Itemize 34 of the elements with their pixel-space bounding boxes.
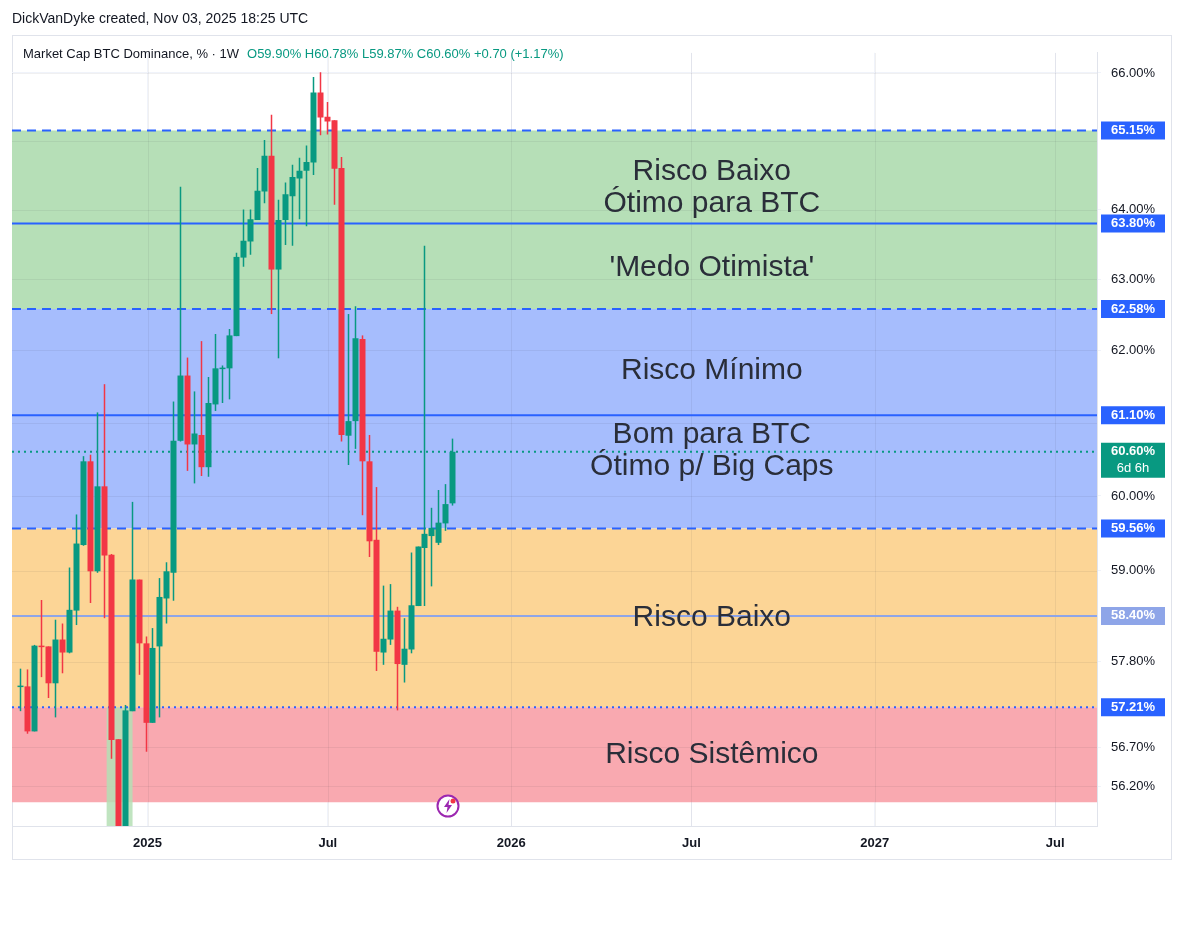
- y-tick-label: 63.00%: [1111, 270, 1156, 286]
- text: 6d 6h: [1116, 460, 1150, 476]
- y-tick-label: 56.70%: [1111, 738, 1156, 754]
- ref-line-label: 59.56%: [1110, 520, 1156, 536]
- x-tick-label: Jul: [682, 835, 701, 851]
- ref-line-label: 61.10%: [1110, 406, 1156, 422]
- ref-line-label: 62.58%: [1110, 300, 1156, 316]
- y-tick-label: 62.00%: [1111, 341, 1156, 357]
- y-tick-label: 60.00%: [1111, 487, 1156, 503]
- x-tick-label: 2027: [860, 835, 890, 851]
- y-tick-label: 57.80%: [1111, 653, 1156, 669]
- chart-title: Market Cap BTC Dominance, % · 1W: [23, 46, 240, 61]
- band-label: Risco Mínimo Bom para BTC Ótimo p/ Big Caps: [590, 352, 834, 482]
- candlestick: [401, 617, 408, 684]
- x-tick-label: 2026: [496, 835, 526, 851]
- candlestick: [442, 483, 449, 532]
- band-label: Risco Baixo Ótimo para BTC 'Medo Otimista': [603, 153, 821, 283]
- x-tick-label: Jul: [318, 835, 338, 851]
- text: DickVanDyke created, Nov 03, 2025 18:25 UTC: [12, 10, 309, 26]
- chart-subtitle: O59.90% H60.78% L59.87% C60.60% +0.70 (+1.17%): [247, 46, 564, 61]
- ref-line-label: 63.80%: [1110, 214, 1156, 230]
- ref-line-label: 57.21%: [1110, 698, 1156, 714]
- candlestick: [59, 622, 66, 675]
- x-tick-label: Jul: [1045, 835, 1065, 851]
- y-tick-label: 66.00%: [1111, 64, 1156, 80]
- y-tick-label: 56.20%: [1111, 777, 1156, 793]
- band-label: Risco Sistêmico: [605, 735, 819, 769]
- y-tick-label: 64.00%: [1111, 201, 1156, 217]
- ref-line-label: 65.15%: [1110, 122, 1156, 138]
- ref-line-label: 58.40%: [1110, 607, 1156, 623]
- band-label: Risco Baixo: [632, 599, 792, 633]
- y-tick-label: 59.00%: [1111, 562, 1156, 578]
- x-tick-label: 2025: [133, 835, 162, 851]
- ref-line-label: 60.60%: [1110, 443, 1156, 459]
